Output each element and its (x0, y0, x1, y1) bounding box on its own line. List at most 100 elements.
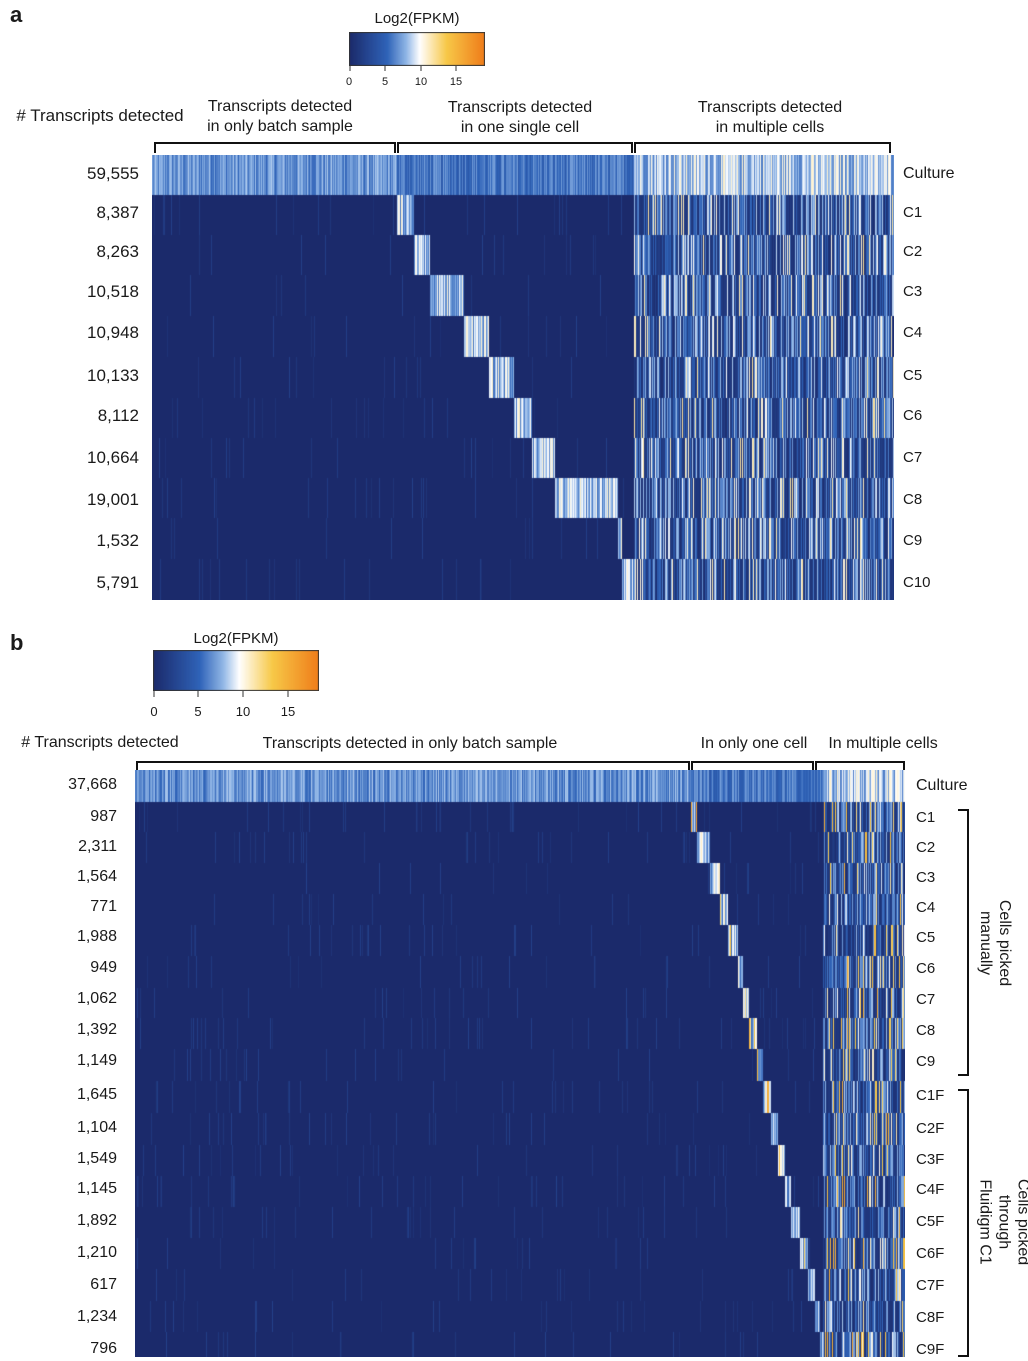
column-group-label-line: in multiple cells (715, 119, 825, 136)
column-group-label-line: Transcripts detected (697, 99, 843, 116)
row-sample-label: C7F (916, 1277, 945, 1294)
row-count-label: 1,892 (76, 1212, 117, 1229)
row-sample-label: C6 (916, 960, 936, 977)
row-count-label: 1,234 (76, 1308, 117, 1325)
colorbar-a-tick: 0 (345, 76, 353, 88)
column-group-b-batch: Transcripts detected in only batch sampl… (220, 734, 600, 754)
colorbar-b-tick: 10 (235, 704, 251, 719)
row-count-label: 1,532 (96, 531, 139, 550)
row-count-label: 10,133 (87, 366, 139, 385)
column-group-a-multiple: Transcripts detected in multiple cells (665, 98, 875, 138)
column-group-label-line: In only one cell (700, 735, 808, 752)
column-group-a-batch: Transcripts detected in only batch sampl… (180, 97, 380, 137)
row-sample-label: C10 (903, 574, 931, 591)
row-count-label: 1,549 (76, 1150, 117, 1167)
colorbar-b-gradient (153, 650, 319, 691)
column-group-label-line: in only batch sample (207, 118, 353, 135)
row-count-label: 1,062 (76, 990, 117, 1007)
row-sample-label: C2 (916, 839, 936, 856)
column-group-bracket (397, 142, 633, 153)
row-count-label: 617 (90, 1276, 117, 1293)
row-count-label: 8,112 (97, 406, 139, 425)
column-group-b-single: In only one cell (686, 734, 822, 754)
row-group-label-line: through (995, 1194, 1013, 1250)
row-sample-label: Culture (916, 777, 968, 794)
row-count-label: 1,645 (76, 1086, 117, 1103)
row-count-label: 10,948 (87, 323, 139, 342)
row-count-label: 1,145 (76, 1180, 117, 1197)
row-count-label: 1,564 (76, 868, 117, 885)
column-group-b-multiple: In multiple cells (816, 734, 950, 754)
row-sample-label: C1F (916, 1087, 945, 1104)
row-sample-label: C4 (903, 324, 923, 341)
heatmap-b (135, 770, 905, 1357)
colorbar-b-tick: 5 (194, 704, 202, 719)
row-count-label: 2,311 (78, 838, 117, 855)
row-count-label: 1,210 (76, 1244, 117, 1261)
row-group-label-line: Fluidigm C1 (976, 1179, 994, 1265)
row-sample-label: C9 (903, 532, 923, 549)
panel-b-label: b (10, 630, 24, 655)
row-group-bracket (958, 1089, 969, 1357)
column-group-a-single: Transcripts detected in one single cell (415, 98, 625, 138)
row-count-label: 1,988 (76, 928, 117, 945)
colorbar-b-tick: 15 (280, 704, 296, 719)
row-sample-label: C4F (916, 1181, 945, 1198)
row-group-brackets-b (958, 809, 969, 1357)
column-group-bracket (634, 142, 891, 153)
row-group-label-line: Cells picked (996, 899, 1013, 987)
colorbar-a-tick: 15 (449, 76, 463, 88)
row-count-label: 771 (90, 898, 117, 915)
row-count-label: 1,392 (76, 1021, 117, 1038)
column-group-bracket (154, 142, 396, 153)
row-sample-label: C8 (916, 1022, 936, 1039)
column-group-label-line: Transcripts detected (447, 99, 593, 116)
row-sample-label: Culture (903, 165, 955, 182)
row-sample-label: C8F (916, 1309, 945, 1326)
row-sample-label: C5 (916, 929, 936, 946)
row-sample-label: C5 (903, 367, 923, 384)
row-count-label: 796 (90, 1340, 117, 1357)
row-group-manual-label: Cells picked manually (976, 900, 1014, 986)
row-sample-label: C9F (916, 1341, 945, 1358)
row-sample-label: C3 (903, 283, 923, 300)
row-count-label: 949 (90, 959, 117, 976)
row-sample-label: C3F (916, 1151, 945, 1168)
column-group-brackets-b (136, 761, 905, 772)
row-sample-label: C9 (916, 1053, 936, 1070)
row-sample-label: C6F (916, 1245, 945, 1262)
row-sample-label: C7 (916, 991, 936, 1008)
row-count-label: 19,001 (87, 490, 139, 509)
row-count-label: 1,104 (76, 1119, 117, 1136)
column-group-bracket (691, 761, 814, 772)
row-sample-label: C1 (916, 809, 936, 826)
panel-a-label: a (10, 2, 23, 27)
row-sample-label: C7 (903, 449, 923, 466)
row-sample-label: C4 (916, 899, 936, 916)
colorbar-a-gradient (349, 32, 485, 66)
colorbar-b-tick: 0 (150, 704, 158, 719)
row-group-label-line: Cells picked (1014, 1178, 1028, 1266)
row-group-bracket (958, 809, 969, 1076)
column-group-label-line: in one single cell (460, 119, 580, 136)
row-sample-label: C3 (916, 869, 936, 886)
row-header-b: # Transcripts detected (21, 734, 179, 751)
row-sample-label: C1 (903, 204, 923, 221)
row-count-label: 5,791 (96, 573, 139, 592)
row-count-label: 8,263 (96, 242, 139, 261)
heatmap-a (152, 155, 894, 600)
row-header-a: # Transcripts detected (16, 106, 184, 125)
column-group-label-line: In multiple cells (828, 735, 938, 752)
row-count-label: 37,668 (68, 776, 117, 793)
row-group-fluidigm-label: Cells picked through Fluidigm C1 (976, 1179, 1028, 1265)
row-sample-label: C2F (916, 1120, 945, 1137)
row-count-label: 987 (90, 808, 117, 825)
colorbar-a-tick: 10 (414, 76, 428, 88)
colorbar-a-tick-marks (349, 66, 457, 71)
column-group-bracket (136, 761, 690, 772)
row-sample-label: C5F (916, 1213, 945, 1230)
row-sample-label: C6 (903, 407, 923, 424)
row-count-label: 1,149 (76, 1052, 117, 1069)
row-count-label: 10,664 (87, 448, 139, 467)
row-count-label: 10,518 (87, 282, 139, 301)
